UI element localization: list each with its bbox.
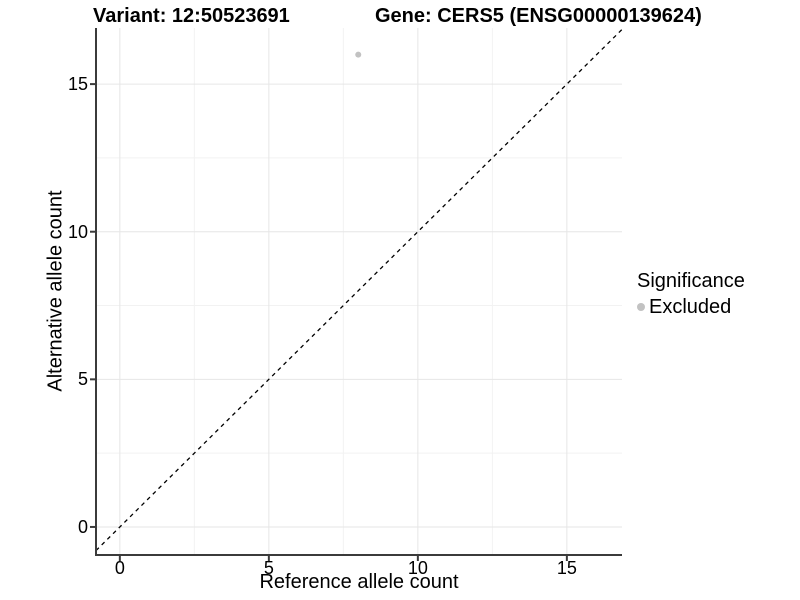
excluded-point-icon	[637, 303, 645, 311]
x-tick-label: 5	[263, 558, 274, 578]
legend-item-label: Excluded	[649, 296, 732, 318]
legend-title: Significance	[637, 270, 745, 292]
legend: Significance Excluded	[637, 268, 745, 319]
x-axis-title: Reference allele count	[259, 571, 459, 593]
y-axis-title: Alternative allele count	[44, 190, 67, 392]
identity-dashed-line	[95, 29, 623, 552]
legend-item-excluded: Excluded	[637, 295, 745, 319]
data-point	[355, 51, 362, 58]
x-tick-label: 15	[556, 558, 577, 578]
x-tick-label: 0	[114, 558, 125, 578]
y-tick-label: 15	[67, 74, 88, 95]
y-tick-label: 10	[67, 221, 88, 242]
y-tick-label: 0	[77, 516, 88, 537]
gene-title: Gene: CERS5 (ENSG00000139624)	[375, 5, 702, 27]
x-tick-label: 10	[407, 558, 428, 578]
variant-title: Variant: 12:50523691	[93, 5, 290, 27]
y-tick-label: 5	[77, 369, 88, 390]
